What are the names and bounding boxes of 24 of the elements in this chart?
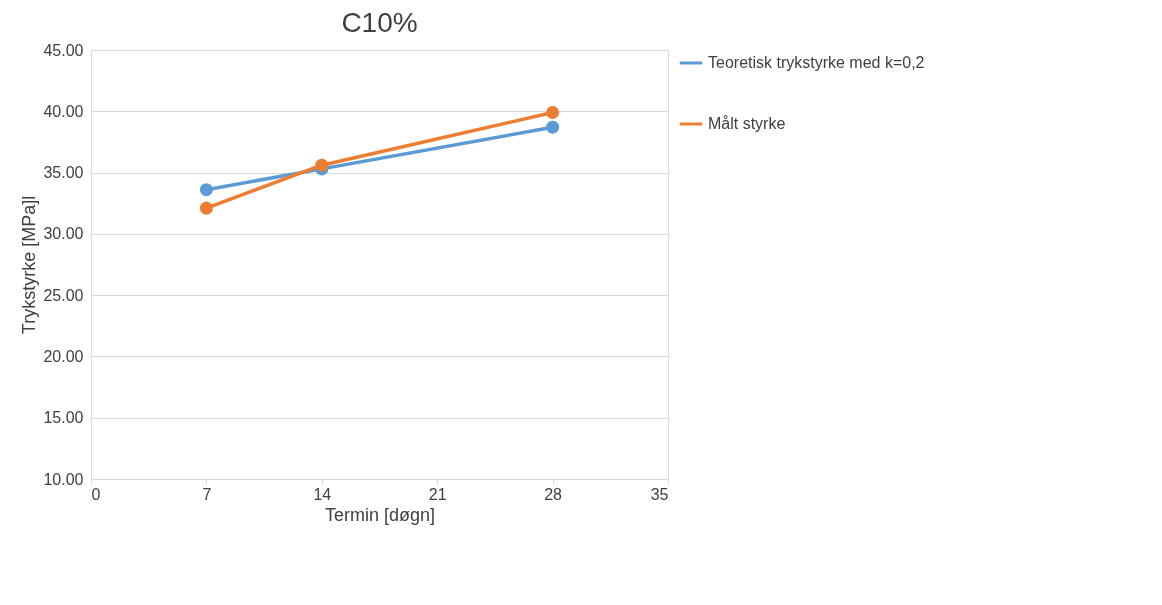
x-tick-label: 21 <box>428 485 447 503</box>
x-tick-label: 0 <box>91 485 101 503</box>
x-tick-label: 28 <box>544 485 563 503</box>
point <box>315 158 329 172</box>
legend-label: Målt styrke <box>708 115 786 132</box>
y-tick-label: 15.00 <box>43 409 84 427</box>
y-tick-label: 30.00 <box>43 225 84 243</box>
y-tick-label: 25.00 <box>43 286 84 304</box>
y-tick-label: 20.00 <box>43 347 84 365</box>
y-axis-title: Trykstyrke [MPa]l <box>19 195 40 335</box>
point <box>546 120 560 134</box>
x-tick-label: 35 <box>650 485 669 503</box>
point <box>546 106 560 120</box>
x-tick-label: 14 <box>313 485 332 503</box>
x-tick-label: 7 <box>202 485 212 503</box>
y-tick-label: 40.00 <box>43 102 84 120</box>
chart-title: C10% <box>341 7 418 38</box>
legend-label: Teoretisk trykstyrke med k=0,2 <box>708 54 925 71</box>
y-tick-label: 35.00 <box>43 164 84 182</box>
point <box>199 201 213 215</box>
y-tick-label: 45.00 <box>43 41 84 59</box>
y-tick-label: 10.00 <box>43 470 84 488</box>
x-axis-title: Termin [døgn] <box>324 504 436 525</box>
point <box>199 183 213 197</box>
